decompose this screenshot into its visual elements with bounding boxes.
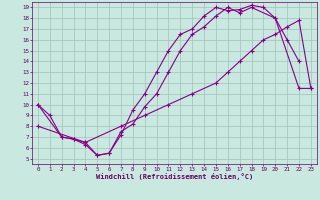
X-axis label: Windchill (Refroidissement éolien,°C): Windchill (Refroidissement éolien,°C) [96, 173, 253, 180]
